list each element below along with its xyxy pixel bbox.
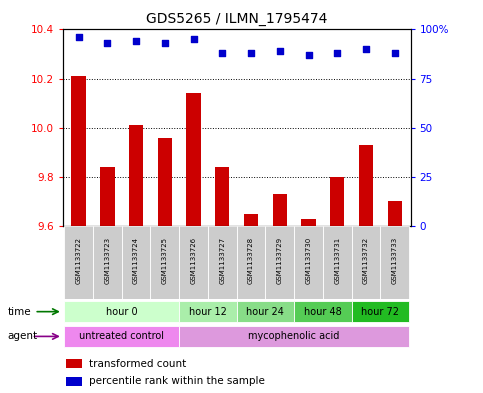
Bar <box>150 226 179 299</box>
Bar <box>294 301 352 322</box>
Bar <box>64 226 93 299</box>
Text: hour 24: hour 24 <box>246 307 284 317</box>
Text: GSM1133732: GSM1133732 <box>363 237 369 285</box>
Bar <box>352 301 409 322</box>
Point <box>391 50 398 56</box>
Bar <box>381 226 409 299</box>
Text: hour 12: hour 12 <box>189 307 227 317</box>
Point <box>362 46 370 52</box>
Text: GSM1133727: GSM1133727 <box>219 237 225 285</box>
Point <box>305 52 313 58</box>
Text: GSM1133731: GSM1133731 <box>334 237 340 285</box>
Bar <box>100 167 114 226</box>
Bar <box>266 226 294 299</box>
Text: GSM1133726: GSM1133726 <box>191 237 197 285</box>
Text: GSM1133728: GSM1133728 <box>248 237 254 285</box>
Bar <box>157 138 172 226</box>
Point <box>75 34 83 40</box>
Point <box>161 40 169 46</box>
Bar <box>93 226 122 299</box>
Point <box>276 48 284 54</box>
Text: GSM1133725: GSM1133725 <box>162 237 168 285</box>
Bar <box>272 194 287 226</box>
Bar <box>179 226 208 299</box>
Text: GSM1133729: GSM1133729 <box>277 237 283 285</box>
Text: hour 48: hour 48 <box>304 307 342 317</box>
Text: untreated control: untreated control <box>79 331 164 342</box>
Text: GSM1133724: GSM1133724 <box>133 237 139 285</box>
Bar <box>301 219 316 226</box>
Bar <box>66 376 82 386</box>
Bar <box>359 145 373 226</box>
Bar <box>323 226 352 299</box>
Bar <box>64 326 179 347</box>
Bar <box>71 76 86 226</box>
Bar <box>129 125 143 226</box>
Text: GSM1133722: GSM1133722 <box>76 237 82 285</box>
Bar <box>294 226 323 299</box>
Bar <box>330 177 344 226</box>
Point <box>333 50 341 56</box>
Point <box>132 38 140 44</box>
Point <box>218 50 226 56</box>
Text: transformed count: transformed count <box>89 358 186 369</box>
Text: time: time <box>7 307 31 317</box>
Bar <box>66 359 82 368</box>
Bar <box>122 226 150 299</box>
Text: percentile rank within the sample: percentile rank within the sample <box>89 376 265 386</box>
Point <box>103 40 111 46</box>
Title: GDS5265 / ILMN_1795474: GDS5265 / ILMN_1795474 <box>146 12 327 26</box>
Point <box>247 50 255 56</box>
Text: hour 72: hour 72 <box>361 307 399 317</box>
Bar <box>237 226 266 299</box>
Bar <box>387 201 402 226</box>
Text: GSM1133723: GSM1133723 <box>104 237 110 285</box>
Bar <box>208 226 237 299</box>
Bar <box>244 214 258 226</box>
Text: mycophenolic acid: mycophenolic acid <box>248 331 340 342</box>
Text: hour 0: hour 0 <box>106 307 138 317</box>
Bar <box>179 326 409 347</box>
Text: GSM1133730: GSM1133730 <box>306 237 312 285</box>
Bar <box>352 226 381 299</box>
Text: GSM1133733: GSM1133733 <box>392 237 398 285</box>
Point <box>190 36 198 42</box>
Bar <box>179 301 237 322</box>
Bar <box>237 301 294 322</box>
Bar <box>64 301 179 322</box>
Text: agent: agent <box>7 331 37 342</box>
Bar <box>215 167 229 226</box>
Bar <box>186 93 201 226</box>
